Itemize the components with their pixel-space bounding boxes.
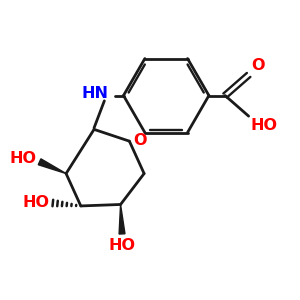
Polygon shape [119, 205, 125, 234]
Text: HO: HO [10, 151, 37, 166]
Polygon shape [38, 159, 66, 174]
Text: HO: HO [23, 195, 50, 210]
Text: O: O [251, 58, 265, 74]
Text: O: O [133, 133, 147, 148]
Text: HO: HO [109, 238, 136, 253]
Text: HN: HN [82, 86, 109, 101]
Text: HO: HO [251, 118, 278, 133]
